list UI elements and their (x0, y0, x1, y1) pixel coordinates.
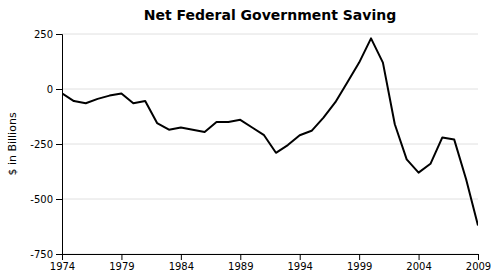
tick-label: 1984 (169, 261, 194, 272)
x-axis: 1974 1979 1984 1989 1994 1999 2004 2009 (50, 254, 491, 272)
tick-mark (56, 199, 62, 200)
y-axis-title: $ in Billions (6, 112, 19, 175)
tick-mark (300, 254, 301, 260)
tick-mark (419, 254, 420, 260)
marks (62, 38, 478, 225)
title: Net Federal Government Saving (144, 7, 396, 23)
tick: 250 (34, 29, 62, 40)
plot: 1974 1979 1984 1989 1994 1999 2004 2009 -750 -500… (30, 29, 491, 272)
grid-line (62, 89, 478, 90)
axis-line (56, 35, 63, 255)
tick: 1989 (228, 254, 253, 272)
y-axis: -750 -500 -250 0 250 (30, 29, 62, 260)
tick-label: 1974 (50, 261, 75, 272)
tick: 2009 (466, 254, 491, 272)
tick: 1974 (50, 254, 75, 272)
tick: 1984 (169, 254, 194, 272)
tick-label: -750 (30, 249, 53, 260)
tick-mark (121, 254, 122, 260)
tick-label: 2009 (466, 261, 491, 272)
grid-line (62, 199, 478, 200)
tick-label: 1994 (287, 261, 312, 272)
grid-line (62, 34, 478, 35)
tick-label: 1979 (109, 261, 134, 272)
tick-mark (56, 144, 62, 145)
tick-label: -500 (30, 194, 53, 205)
tick-mark (56, 254, 62, 255)
tick-mark (56, 34, 62, 35)
tick-mark (56, 89, 62, 90)
line (62, 38, 478, 225)
tick: -500 (30, 194, 62, 205)
tick-mark (240, 254, 241, 260)
grid (62, 34, 478, 254)
tick-label: 2004 (406, 261, 431, 272)
tick: 1979 (109, 254, 134, 272)
axis-line (63, 255, 479, 261)
tick: -750 (30, 249, 62, 260)
tick-label: 1989 (228, 261, 253, 272)
tick: 1999 (347, 254, 372, 272)
chart: 1974 1979 1984 1989 1994 1999 2004 2009 -750 -500… (0, 0, 500, 280)
tick-label: -250 (30, 139, 53, 150)
tick: 0 (47, 84, 62, 95)
tick-label: 250 (34, 29, 53, 40)
tick-mark (181, 254, 182, 260)
tick: -250 (30, 139, 62, 150)
tick-label: 1999 (347, 261, 372, 272)
tick: 1994 (287, 254, 312, 272)
tick-mark (478, 254, 479, 260)
tick: 2004 (406, 254, 431, 272)
tick-label: 0 (47, 84, 53, 95)
tick-mark (359, 254, 360, 260)
